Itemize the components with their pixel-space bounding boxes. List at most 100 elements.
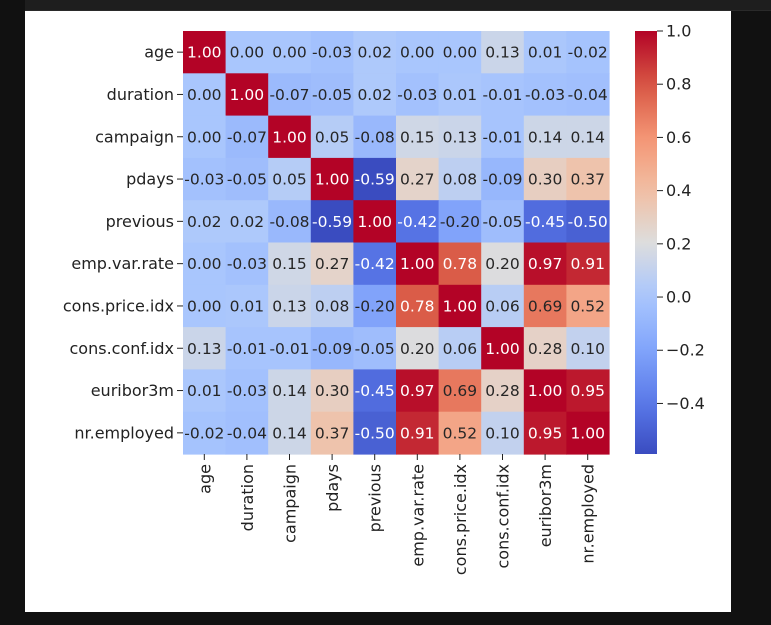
- cell-value-label: 0.69: [528, 297, 563, 315]
- x-tick-label: cons.price.idx: [451, 464, 470, 575]
- y-tick-label: cons.conf.idx: [70, 339, 175, 358]
- heatmap-cell: [310, 73, 354, 117]
- heatmap-cell: [396, 411, 440, 455]
- cell-value-label: 0.27: [315, 255, 350, 273]
- cell-value-label: -0.08: [355, 128, 395, 146]
- heatmap-cell: [566, 31, 610, 74]
- cell-value-label: -0.03: [184, 171, 224, 189]
- cell-value-label: 0.02: [357, 44, 392, 62]
- heatmap-cell: [481, 369, 525, 413]
- colorbar-tick-label: 0.6: [666, 128, 691, 147]
- heatmap-cell: [566, 411, 610, 455]
- cell-value-label: -0.20: [355, 297, 395, 315]
- colorbar-tick-label: 1.0: [666, 22, 691, 41]
- cell-value-label: 0.52: [570, 297, 605, 315]
- notebook-toolbar-strip: [25, 0, 771, 11]
- cell-value-label: 1.00: [400, 255, 435, 273]
- heatmap-cell: [438, 242, 482, 286]
- heatmap-cell: [225, 200, 269, 244]
- heatmap-cell: [310, 242, 354, 286]
- cell-value-label: 0.01: [528, 44, 563, 62]
- heatmap-cell: [523, 242, 567, 286]
- heatmap-cell: [481, 200, 525, 244]
- heatmap-cell: [438, 73, 482, 117]
- heatmap-cell: [566, 157, 610, 201]
- heatmap-cell: [438, 369, 482, 413]
- heatmap-cell: [225, 411, 269, 455]
- cell-value-label: 0.00: [400, 44, 435, 62]
- heatmap-cell: [268, 369, 312, 413]
- x-axis-labels: age duration campaign pdays previous emp.var.…: [195, 454, 598, 575]
- cell-value-label: 0.27: [400, 171, 435, 189]
- heatmap-cell: [183, 411, 227, 455]
- cell-value-label: -0.42: [397, 213, 437, 231]
- heatmap-cell: [353, 411, 397, 455]
- colorbar-tick-label: 0.2: [666, 234, 691, 253]
- heatmap-cell: [225, 369, 269, 413]
- heatmap-cell: [310, 369, 354, 413]
- cell-value-label: -0.03: [227, 255, 267, 273]
- cell-value-label: -0.01: [482, 86, 522, 104]
- heatmap-cell: [481, 157, 525, 201]
- heatmap-cell: [523, 411, 567, 455]
- cell-value-label: 0.52: [443, 424, 478, 442]
- heatmap-cell: [183, 284, 227, 328]
- cell-value-label: -0.05: [355, 340, 395, 358]
- cell-value-label: 0.00: [230, 44, 265, 62]
- heatmap-cell: [396, 31, 440, 74]
- cell-value-label: 0.13: [187, 340, 222, 358]
- heatmap-cell: [396, 157, 440, 201]
- heatmap-cell: [353, 31, 397, 74]
- heatmap-cell: [353, 242, 397, 286]
- heatmap-cell: [268, 411, 312, 455]
- heatmap-cell: [353, 200, 397, 244]
- cell-value-label: -0.42: [355, 255, 395, 273]
- heatmap-cell: [396, 327, 440, 370]
- y-axis-labels: age duration campaign pdays previous emp.var.…: [63, 43, 183, 442]
- heatmap-cell: [353, 115, 397, 159]
- x-tick-label: previous: [366, 464, 385, 532]
- heatmap-cell: [481, 242, 525, 286]
- heatmap-cell: [310, 31, 354, 74]
- heatmap-cell: [566, 327, 610, 370]
- colorbar-tick-label: 0.4: [666, 181, 691, 200]
- heatmap-cell: [353, 369, 397, 413]
- heatmap-cell: [225, 115, 269, 159]
- colorbar-bar: [635, 31, 657, 454]
- heatmap-cell: [310, 327, 354, 370]
- y-tick-label: duration: [107, 85, 174, 104]
- cell-value-label: 0.06: [485, 297, 520, 315]
- heatmap-cell: [481, 73, 525, 117]
- heatmap-cell: [481, 411, 525, 455]
- cell-value-label: 1.00: [230, 86, 265, 104]
- cell-value-label: 0.01: [230, 297, 265, 315]
- heatmap-cell: [566, 73, 610, 117]
- x-tick-label: euribor3m: [536, 464, 555, 547]
- cell-value-label: 0.02: [230, 213, 265, 231]
- colorbar-tick-label: 0.0: [666, 288, 691, 307]
- heatmap-cell: [183, 327, 227, 370]
- cell-value-label: -0.20: [440, 213, 480, 231]
- heatmap-cell: [566, 369, 610, 413]
- cell-value-label: -0.07: [269, 86, 309, 104]
- cell-value-label: -0.09: [482, 171, 522, 189]
- heatmap-cell: [438, 157, 482, 201]
- cell-value-label: 0.01: [187, 382, 222, 400]
- cell-value-label: -0.02: [184, 424, 224, 442]
- heatmap-cell: [268, 327, 312, 370]
- heatmap-cell: [268, 31, 312, 74]
- cell-value-label: 0.30: [528, 171, 563, 189]
- heatmap-cell: [225, 242, 269, 286]
- heatmap-cell: [268, 73, 312, 117]
- heatmap-cell: [183, 73, 227, 117]
- heatmap-cell: [438, 327, 482, 370]
- cell-value-label: -0.03: [525, 86, 565, 104]
- cell-value-label: 1.00: [485, 340, 520, 358]
- cell-value-label: -0.02: [568, 44, 608, 62]
- cell-value-label: -0.01: [269, 340, 309, 358]
- heatmap-cell: [225, 284, 269, 328]
- cell-value-label: 0.95: [570, 382, 605, 400]
- cell-value-label: -0.05: [227, 171, 267, 189]
- heatmap-cell: [438, 284, 482, 328]
- cell-value-label: 0.00: [187, 297, 222, 315]
